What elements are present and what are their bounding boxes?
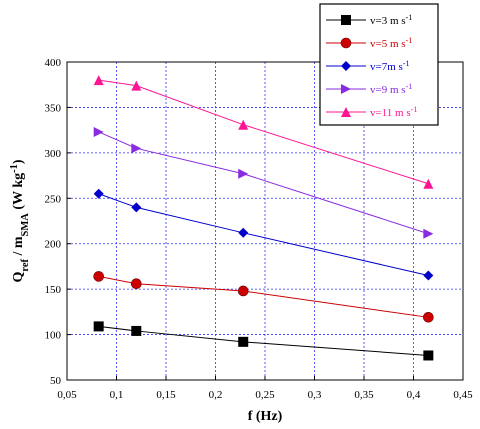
- data-point: [131, 80, 142, 91]
- data-point: [423, 270, 434, 281]
- legend-item: v=5 m s-1: [326, 36, 412, 51]
- legend-item: v=11 m s-1: [326, 105, 418, 120]
- data-point: [340, 37, 352, 49]
- y-tick-label: 250: [45, 193, 62, 205]
- legend-item: v=9 m s-1: [326, 82, 412, 97]
- data-point: [341, 84, 351, 94]
- x-tick-label: 0,1: [110, 389, 124, 401]
- data-point: [93, 188, 104, 199]
- x-tick-label: 0,25: [255, 389, 275, 401]
- series-4: [93, 75, 434, 189]
- series-line: [98, 79, 429, 185]
- series-1: [93, 271, 434, 323]
- legend: v=3 m s-1 v=5 m s-1 v=7m s-1 v=9 m s-1 v=11 …: [319, 3, 439, 126]
- legend-label: v=7m s-1: [370, 59, 410, 74]
- y-tick-label: 150: [45, 284, 62, 296]
- data-point: [423, 350, 434, 361]
- legend-item: v=3 m s-1: [326, 13, 412, 28]
- series-line: [98, 131, 429, 235]
- legend-item: v=7m s-1: [326, 59, 410, 74]
- data-point: [93, 271, 104, 282]
- x-tick-label: 0,4: [407, 389, 421, 401]
- legend-box: [319, 3, 439, 126]
- data-point: [238, 227, 249, 238]
- y-tick-label: 300: [45, 148, 62, 160]
- data-point: [237, 285, 249, 297]
- data-point: [423, 178, 434, 189]
- series-0: [93, 321, 434, 361]
- legend-label: v=5 m s-1: [370, 36, 412, 51]
- y-tick-label: 50: [50, 375, 62, 387]
- data-point: [93, 126, 104, 137]
- x-tick-label: 0,3: [308, 389, 322, 401]
- data-point: [341, 107, 351, 117]
- series-line: [98, 275, 429, 318]
- series-2: [93, 188, 434, 281]
- data-point: [131, 278, 142, 289]
- data-point: [93, 75, 104, 86]
- data-point: [423, 228, 434, 239]
- data-point: [238, 168, 249, 179]
- series-3: [93, 126, 434, 239]
- x-tick-label: 0,35: [354, 389, 374, 401]
- x-tick-label: 0,15: [156, 389, 176, 401]
- x-tick-label: 0,45: [453, 389, 473, 401]
- legend-label: v=9 m s-1: [370, 82, 412, 97]
- y-tick-label: 100: [45, 330, 62, 342]
- y-axis-label: Qref / mSMA (W kg-1): [9, 159, 31, 282]
- data-point: [238, 119, 249, 130]
- data-point: [238, 336, 249, 347]
- y-tick-label: 350: [45, 102, 62, 114]
- data-point: [131, 325, 142, 336]
- x-tick-label: 0,2: [209, 389, 223, 401]
- series-lines: [93, 75, 434, 361]
- data-point: [341, 61, 351, 71]
- legend-label: v=11 m s-1: [370, 105, 418, 120]
- grid: [67, 62, 463, 380]
- data-point: [131, 143, 142, 154]
- y-tick-label: 200: [45, 239, 62, 251]
- y-tick-label: 400: [45, 57, 62, 69]
- series-line: [98, 193, 429, 277]
- series-line: [98, 325, 429, 356]
- legend-label: v=3 m s-1: [370, 13, 412, 28]
- x-tick-label: 0,05: [57, 389, 77, 401]
- axis-ticks: 0,05 0,1 0,15 0,2 0,25 0,3 0,35 0,4 0,45 50 100 150…: [45, 57, 474, 401]
- data-point: [423, 312, 434, 323]
- data-point: [131, 202, 142, 213]
- data-point: [341, 15, 351, 25]
- x-axis-label: f (Hz): [248, 409, 283, 424]
- data-point: [93, 321, 104, 332]
- svg-text:Qref / mSMA (W kg-1): Qref / mSMA (W kg-1): [9, 159, 31, 282]
